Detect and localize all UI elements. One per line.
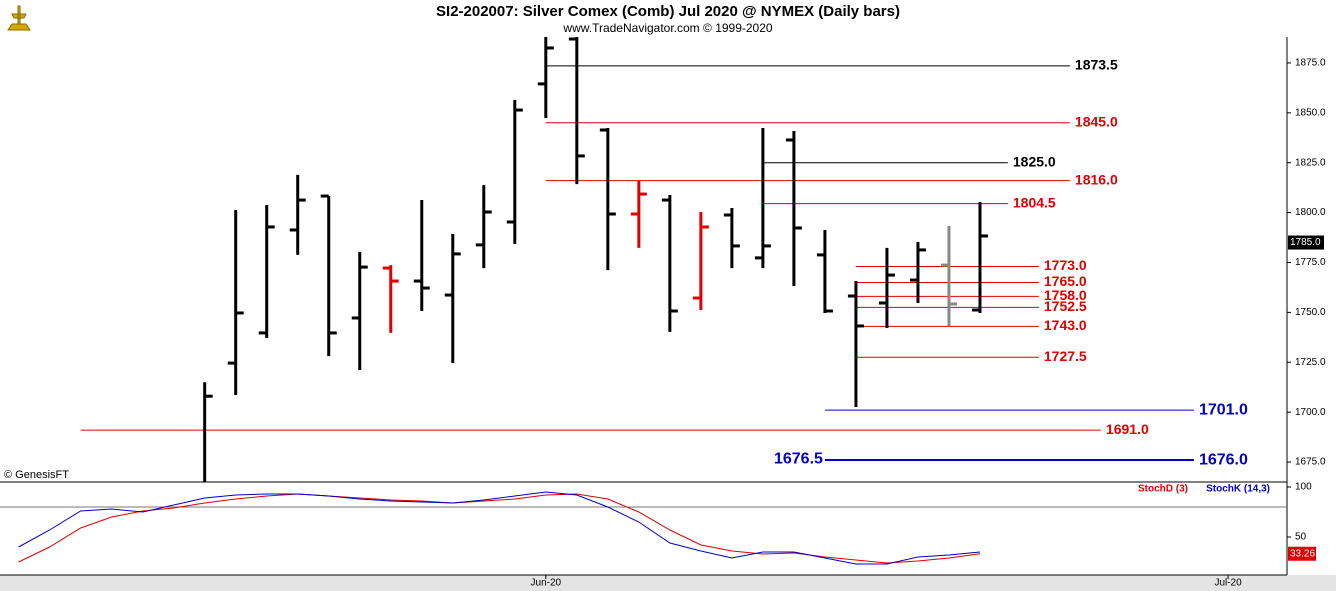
last-value-label: 33.26 — [1290, 548, 1315, 559]
level-label: 1701.0 — [1199, 401, 1248, 418]
y-tick-label: 1675.0 — [1295, 457, 1326, 468]
x-tick-label: Jun-20 — [531, 578, 562, 589]
logo — [7, 5, 31, 31]
stoch-line — [18, 493, 981, 564]
y-tick-label: 1725.0 — [1295, 357, 1326, 368]
level-label: 1765.0 — [1044, 273, 1087, 289]
y-tick-label: 1800.0 — [1295, 207, 1326, 218]
y-tick-label: 1850.0 — [1295, 107, 1326, 118]
stoch-line — [18, 491, 981, 565]
level-label: 1804.5 — [1013, 194, 1056, 210]
level-label: 1752.5 — [1044, 298, 1087, 314]
last-price-label: 1785.0 — [1290, 237, 1321, 248]
y-tick-label: 1875.0 — [1295, 58, 1326, 69]
level-label: 1758.0 — [1044, 287, 1087, 303]
legend-entry: StochD (3) — [1138, 484, 1188, 495]
chart-title: SI2-202007: Silver Comex (Comb) Jul 2020… — [436, 3, 900, 20]
level-label: 1691.0 — [1106, 421, 1149, 437]
y-tick-label: 1825.0 — [1295, 157, 1326, 168]
level-label: 1825.0 — [1013, 153, 1056, 169]
y-tick-label: 100 — [1295, 482, 1312, 493]
x-tick-label: Jul-20 — [1214, 578, 1242, 589]
legend-entry: StochK (14,3) — [1206, 484, 1270, 495]
level-label: 1873.5 — [1075, 57, 1118, 73]
level-label: 1727.5 — [1044, 348, 1087, 364]
y-tick-label: 50 — [1295, 532, 1307, 543]
level-label: 1845.0 — [1075, 114, 1118, 130]
y-tick-label: 1700.0 — [1295, 407, 1326, 418]
level-label: 1676.0 — [1199, 451, 1248, 468]
y-tick-label: 1750.0 — [1295, 307, 1326, 318]
last-price-box — [1288, 235, 1324, 250]
level-label: 1816.0 — [1075, 171, 1118, 187]
level-label: 1773.0 — [1044, 257, 1087, 273]
chart-subtitle: www.TradeNavigator.com © 1999-2020 — [562, 21, 772, 35]
x-axis-strip — [0, 575, 1336, 591]
last-value-box — [1288, 546, 1316, 561]
level-label: 1743.0 — [1044, 317, 1087, 333]
watermark: © GenesisFT — [4, 469, 69, 481]
y-tick-label: 1775.0 — [1295, 257, 1326, 268]
level-label: 1676.5 — [774, 450, 823, 467]
